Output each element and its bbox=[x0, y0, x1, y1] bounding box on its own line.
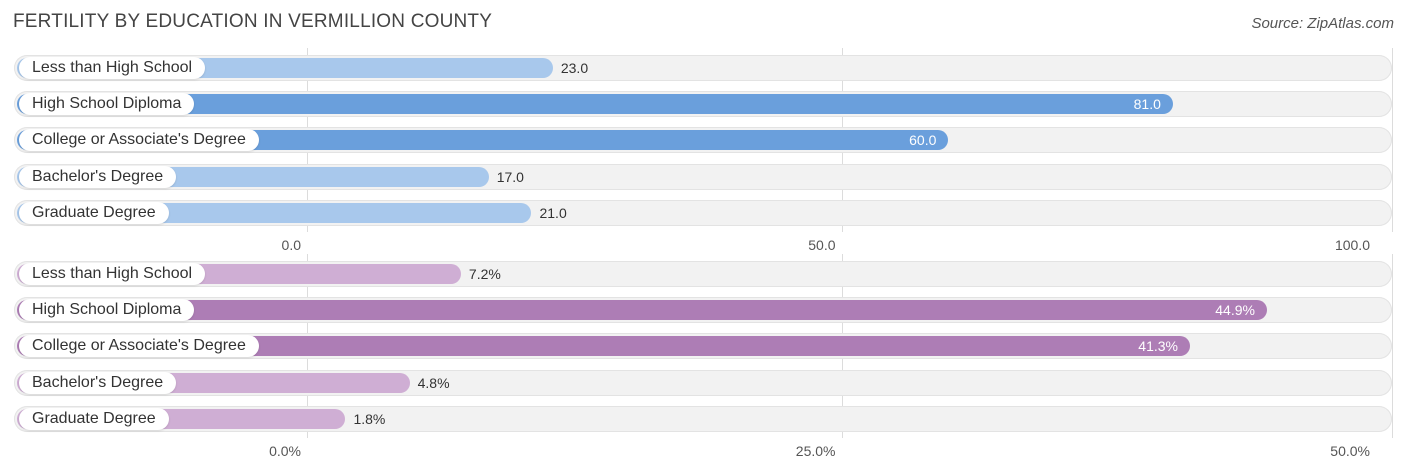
category-label: High School Diploma bbox=[19, 299, 195, 321]
value-label: 4.8% bbox=[417, 375, 450, 391]
value-label: 7.2% bbox=[468, 266, 501, 282]
tick-label: 0.0% bbox=[269, 443, 301, 459]
category-label: Less than High School bbox=[19, 57, 206, 79]
category-label: High School Diploma bbox=[19, 93, 195, 115]
category-label: Less than High School bbox=[19, 263, 206, 285]
category-label: College or Associate's Degree bbox=[19, 129, 259, 151]
tick-label: 25.0% bbox=[795, 443, 836, 459]
category-label: Bachelor's Degree bbox=[19, 166, 177, 188]
tick-label: 50.0 bbox=[808, 237, 836, 253]
chart-title: FERTILITY BY EDUCATION IN VERMILLION COU… bbox=[13, 11, 493, 32]
bar[interactable] bbox=[17, 94, 1173, 114]
category-label: Graduate Degree bbox=[19, 202, 169, 224]
bar[interactable] bbox=[17, 336, 1190, 356]
gridline bbox=[1392, 254, 1393, 438]
tick-label: 0.0 bbox=[281, 237, 301, 253]
value-label: 21.0 bbox=[539, 205, 567, 221]
category-label: College or Associate's Degree bbox=[19, 335, 259, 357]
bar[interactable] bbox=[17, 300, 1267, 320]
value-label: 81.0 bbox=[1133, 96, 1161, 112]
value-label: 44.9% bbox=[1215, 302, 1255, 318]
value-label: 23.0 bbox=[560, 60, 589, 76]
value-label: 1.8% bbox=[353, 411, 386, 427]
gridline bbox=[1392, 48, 1393, 232]
category-label: Graduate Degree bbox=[19, 408, 169, 430]
tick-label: 100.0 bbox=[1334, 237, 1370, 253]
value-label: 41.3% bbox=[1138, 338, 1178, 354]
source-label: Source: ZipAtlas.com bbox=[1251, 15, 1394, 32]
value-label: 60.0 bbox=[909, 132, 937, 148]
tick-label: 50.0% bbox=[1330, 443, 1370, 459]
category-label: Bachelor's Degree bbox=[19, 372, 177, 394]
value-label: 17.0 bbox=[496, 169, 524, 185]
